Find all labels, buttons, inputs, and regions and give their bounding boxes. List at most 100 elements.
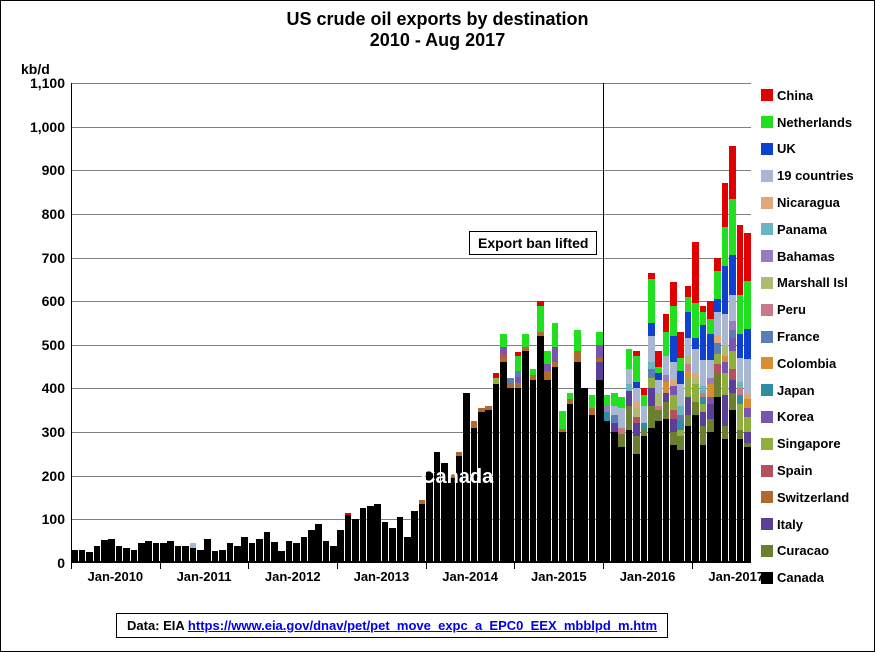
- source-prefix: Data: EIA: [127, 618, 188, 633]
- bar-column: [249, 543, 256, 563]
- bar-column: [471, 421, 478, 563]
- bar-segment: [692, 338, 699, 349]
- bar-segment: [537, 301, 544, 305]
- bar-column: [315, 524, 322, 563]
- bar-segment: [729, 351, 736, 368]
- bar-column: [633, 351, 640, 563]
- bar-segment: [79, 550, 86, 563]
- bar-segment: [611, 406, 618, 415]
- bar-segment: [389, 528, 396, 563]
- x-tick: [603, 563, 604, 569]
- bar-segment: [707, 419, 714, 432]
- bar-segment: [190, 548, 197, 563]
- bar-segment: [655, 367, 662, 374]
- bar-segment: [663, 419, 670, 563]
- bar-segment: [737, 358, 744, 382]
- x-tick-label: Jan-2011: [177, 569, 232, 584]
- bar-column: [190, 543, 197, 563]
- bar-segment: [737, 430, 744, 439]
- bar-segment: [655, 421, 662, 563]
- legend-swatch: [761, 277, 773, 289]
- bar-segment: [530, 369, 537, 376]
- source-link[interactable]: https://www.eia.gov/dnav/pet/pet_move_ex…: [188, 618, 657, 633]
- legend-item: Netherlands: [761, 110, 854, 135]
- bar-segment: [670, 410, 677, 419]
- bar-segment: [633, 408, 640, 417]
- bar-segment: [641, 430, 648, 437]
- bar-column: [530, 369, 537, 563]
- bar-column: [404, 537, 411, 563]
- bar-segment: [522, 347, 529, 351]
- bar-column: [707, 301, 714, 563]
- bar-column: [537, 301, 544, 563]
- bar-segment: [471, 428, 478, 563]
- bar-column: [182, 546, 189, 563]
- bar-segment: [604, 395, 611, 406]
- bar-segment: [626, 406, 633, 430]
- bar-segment: [419, 500, 426, 504]
- bar-column: [367, 506, 374, 563]
- bar-column: [256, 539, 263, 563]
- bar-segment: [204, 539, 211, 563]
- bar-column: [101, 540, 108, 563]
- legend-item: Spain: [761, 458, 854, 483]
- bar-segment: [493, 373, 500, 377]
- title-line-1: US crude oil exports by destination: [1, 9, 874, 30]
- legend-label: Curacao: [777, 543, 829, 558]
- bar-segment: [404, 537, 411, 563]
- bar-segment: [633, 417, 640, 424]
- bar-column: [71, 550, 78, 563]
- bar-segment: [596, 380, 603, 563]
- legend-label: Netherlands: [777, 115, 852, 130]
- legend-label: China: [777, 88, 813, 103]
- bar-segment: [648, 378, 655, 389]
- bar-segment: [677, 406, 684, 415]
- bar-segment: [574, 330, 581, 352]
- bar-segment: [677, 415, 684, 422]
- bar-segment: [722, 183, 729, 227]
- bar-column: [153, 543, 160, 563]
- bar-segment: [559, 432, 566, 563]
- bar-segment: [744, 359, 751, 394]
- bar-column: [493, 373, 500, 563]
- bar-segment: [278, 551, 285, 563]
- bar-segment: [559, 411, 566, 428]
- bar-segment: [677, 371, 684, 384]
- y-tick-label: 900: [42, 162, 65, 178]
- legend-label: Bahamas: [777, 249, 835, 264]
- bar-segment: [641, 406, 648, 423]
- bar-segment: [700, 397, 707, 404]
- bar-segment: [604, 421, 611, 563]
- bar-segment: [655, 406, 662, 410]
- bar-segment: [744, 447, 751, 563]
- bar-segment: [707, 334, 714, 360]
- bar-segment: [729, 146, 736, 198]
- bar-column: [581, 388, 588, 563]
- bar-segment: [522, 334, 529, 347]
- bar-segment: [700, 393, 707, 397]
- bar-column: [86, 552, 93, 563]
- bar-column: [330, 546, 337, 563]
- bar-segment: [707, 384, 714, 397]
- bar-segment: [596, 358, 603, 362]
- bar-segment: [552, 362, 559, 366]
- bar-column: [374, 504, 381, 563]
- bar-column: [670, 282, 677, 563]
- bar-segment: [707, 404, 714, 419]
- bar-segment: [685, 426, 692, 563]
- bar-segment: [559, 429, 566, 432]
- bar-segment: [737, 395, 744, 404]
- bar-segment: [552, 323, 559, 347]
- bar-segment: [692, 384, 699, 401]
- bar-segment: [685, 364, 692, 371]
- bar-segment: [485, 406, 492, 410]
- bar-segment: [707, 432, 714, 563]
- legend-label: Colombia: [777, 356, 836, 371]
- legend-swatch: [761, 89, 773, 101]
- legend-item: Panama: [761, 217, 854, 242]
- bar-segment: [626, 349, 633, 369]
- bar-segment: [737, 225, 744, 295]
- bar-segment: [626, 384, 633, 391]
- bar-segment: [685, 312, 692, 338]
- bar-segment: [737, 295, 744, 334]
